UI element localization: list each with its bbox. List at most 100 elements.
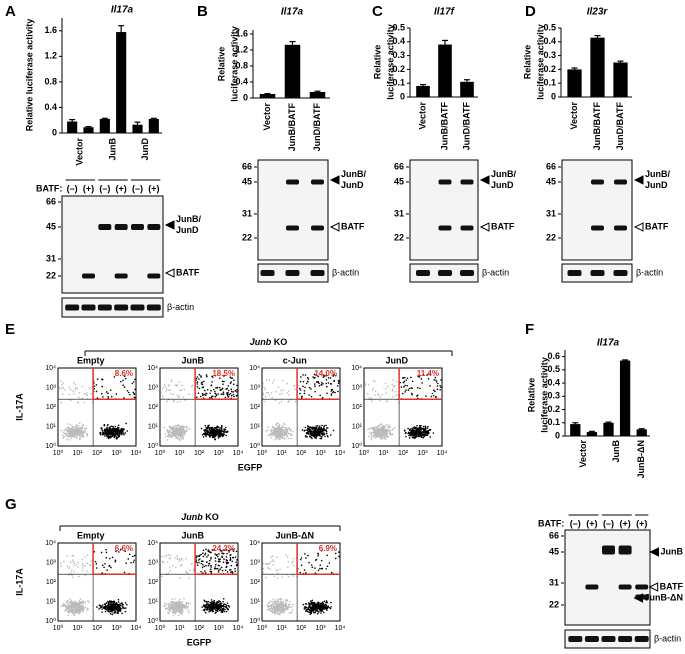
event-dot bbox=[211, 396, 213, 398]
event-dot bbox=[107, 424, 109, 426]
event-dot bbox=[338, 382, 340, 384]
event-dot bbox=[203, 429, 205, 431]
event-dot bbox=[112, 556, 114, 558]
event-dot bbox=[426, 434, 428, 436]
event-dot bbox=[212, 427, 214, 429]
y-tick-label: 10¹ bbox=[148, 423, 159, 430]
event-dot bbox=[73, 382, 75, 384]
event-dot bbox=[60, 380, 62, 382]
event-dot bbox=[227, 392, 229, 394]
event-dot bbox=[211, 381, 213, 383]
event-dot bbox=[75, 436, 77, 438]
panel-letter: A bbox=[5, 3, 16, 20]
y-tick-label: 1.2 bbox=[44, 51, 57, 61]
event-dot bbox=[271, 609, 273, 611]
x-tick-label: JunD/BATF bbox=[312, 102, 322, 151]
event-dot bbox=[179, 577, 181, 579]
event-dot bbox=[74, 615, 76, 617]
event-dot bbox=[116, 438, 118, 440]
event-dot bbox=[72, 426, 74, 428]
event-dot bbox=[235, 561, 237, 563]
event-dot bbox=[378, 394, 380, 396]
x-tick-label: 10³ bbox=[111, 625, 122, 632]
event-dot bbox=[73, 561, 75, 563]
event-dot bbox=[175, 384, 177, 386]
event-dot bbox=[276, 432, 278, 434]
event-dot bbox=[420, 433, 422, 435]
event-dot bbox=[82, 611, 84, 613]
event-dot bbox=[284, 604, 286, 606]
blot-frame bbox=[410, 160, 478, 260]
event-dot bbox=[71, 606, 73, 608]
event-dot bbox=[175, 607, 177, 609]
event-dot bbox=[215, 557, 217, 559]
event-dot bbox=[161, 576, 163, 578]
event-dot bbox=[83, 432, 85, 434]
event-dot bbox=[309, 605, 311, 607]
event-dot bbox=[233, 396, 235, 398]
loading-label: β-actin bbox=[332, 267, 359, 277]
event-dot bbox=[180, 565, 182, 567]
event-dot bbox=[418, 433, 420, 435]
event-dot bbox=[425, 427, 427, 429]
event-dot bbox=[229, 555, 231, 557]
event-dot bbox=[364, 382, 366, 384]
event-dot bbox=[392, 379, 394, 381]
event-dot bbox=[108, 565, 110, 567]
event-dot bbox=[167, 435, 169, 437]
band-label: JunD bbox=[176, 225, 199, 235]
event-dot bbox=[114, 437, 116, 439]
event-dot bbox=[173, 400, 175, 402]
event-dot bbox=[184, 606, 186, 608]
bar bbox=[603, 423, 613, 436]
event-dot bbox=[223, 598, 225, 600]
event-dot bbox=[330, 606, 332, 608]
x-tick-label: 10⁰ bbox=[155, 624, 166, 632]
loading-label: β-actin bbox=[654, 633, 681, 643]
event-dot bbox=[203, 550, 205, 552]
event-dot bbox=[164, 556, 166, 558]
gate-percent: 6.6% bbox=[115, 544, 133, 553]
event-dot bbox=[301, 396, 303, 398]
event-dot bbox=[171, 379, 173, 381]
event-dot bbox=[222, 601, 224, 603]
event-dot bbox=[214, 436, 216, 438]
event-dot bbox=[277, 429, 279, 431]
event-dot bbox=[387, 436, 389, 438]
event-dot bbox=[309, 610, 311, 612]
event-dot bbox=[309, 613, 311, 615]
event-dot bbox=[70, 602, 72, 604]
event-dot bbox=[86, 571, 88, 573]
event-dot bbox=[275, 427, 277, 429]
event-dot bbox=[288, 400, 290, 402]
event-dot bbox=[186, 429, 188, 431]
event-dot bbox=[226, 563, 228, 565]
band-label: JunB/ bbox=[491, 169, 517, 179]
group-title: Junb KO bbox=[181, 512, 219, 522]
event-dot bbox=[181, 564, 183, 566]
event-dot bbox=[78, 562, 80, 564]
event-dot bbox=[319, 564, 321, 566]
event-dot bbox=[385, 400, 387, 402]
event-dot bbox=[178, 608, 180, 610]
event-dot bbox=[284, 431, 286, 433]
y-tick-label: 10³ bbox=[46, 559, 57, 566]
event-dot bbox=[295, 401, 297, 403]
event-dot bbox=[89, 564, 91, 566]
event-dot bbox=[283, 389, 285, 391]
batf-sign: (+) bbox=[619, 518, 630, 528]
blot-band bbox=[602, 546, 615, 555]
y-tick-label: 0.2 bbox=[547, 404, 560, 414]
event-dot bbox=[338, 551, 340, 553]
event-dot bbox=[262, 572, 264, 574]
event-dot bbox=[207, 601, 209, 603]
event-dot bbox=[284, 437, 286, 439]
event-dot bbox=[285, 434, 287, 436]
event-dot bbox=[160, 391, 162, 393]
event-dot bbox=[219, 436, 221, 438]
event-dot bbox=[76, 431, 78, 433]
event-dot bbox=[313, 605, 315, 607]
blot-band bbox=[82, 274, 95, 279]
event-dot bbox=[222, 570, 224, 572]
event-dot bbox=[314, 383, 316, 385]
